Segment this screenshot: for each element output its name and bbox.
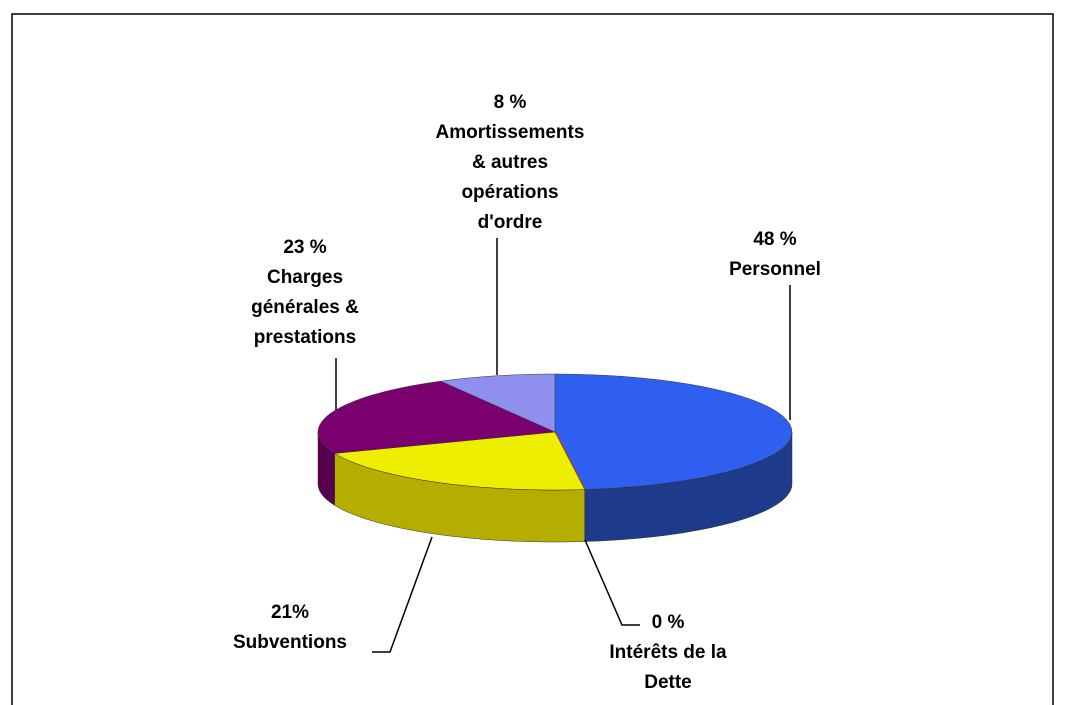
slice-label: Personnel [729,259,821,280]
slice-label: Intérêts de la Dette [609,642,727,693]
value-label: 21% [270,602,310,623]
leader-line [372,536,433,653]
slice-label: Amortissements & autres opérations d'ord… [435,122,585,233]
value-label: 48 % [753,229,797,250]
slice-label: Charges générales & prestations [251,267,359,348]
slice [554,373,793,490]
slice-label: Subventions [232,632,347,653]
slice [439,373,556,433]
leader-line [584,539,640,626]
frame [11,13,1054,705]
value-label: 23 % [283,237,327,258]
slice [317,380,556,454]
value-label: 8 % [493,92,527,113]
value-label: 0 % [651,612,685,633]
slice [333,431,586,491]
